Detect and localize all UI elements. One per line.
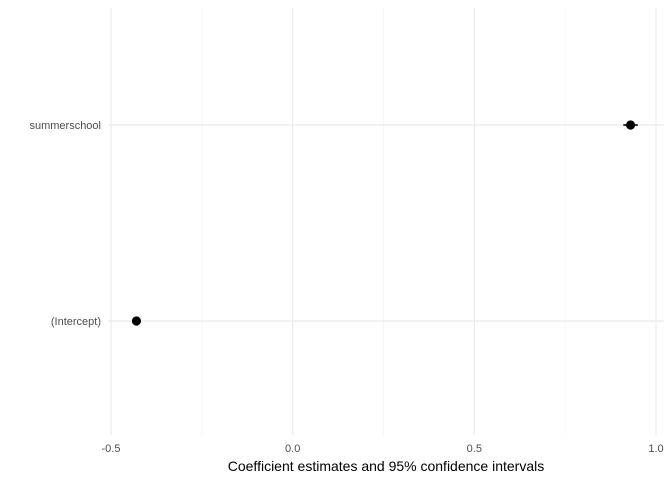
estimate-point xyxy=(625,120,636,130)
y-tick-label: summerschool xyxy=(29,120,101,132)
x-tick-labels: -0.5 0.0 0.5 1.0 xyxy=(102,443,664,455)
y-tick-label: (Intercept) xyxy=(51,316,101,328)
x-axis-title: Coefficient estimates and 95% confidence… xyxy=(228,458,544,474)
x-tick-label: 0.5 xyxy=(467,443,482,455)
x-tick-label: -0.5 xyxy=(102,443,121,455)
y-tick-labels: summerschool (Intercept) xyxy=(29,120,101,328)
estimate-point xyxy=(131,316,142,326)
x-tick-label: 1.0 xyxy=(648,443,663,455)
marks-layer xyxy=(131,120,638,326)
x-tick-label: 0.0 xyxy=(285,443,300,455)
grid-layer xyxy=(108,8,664,435)
